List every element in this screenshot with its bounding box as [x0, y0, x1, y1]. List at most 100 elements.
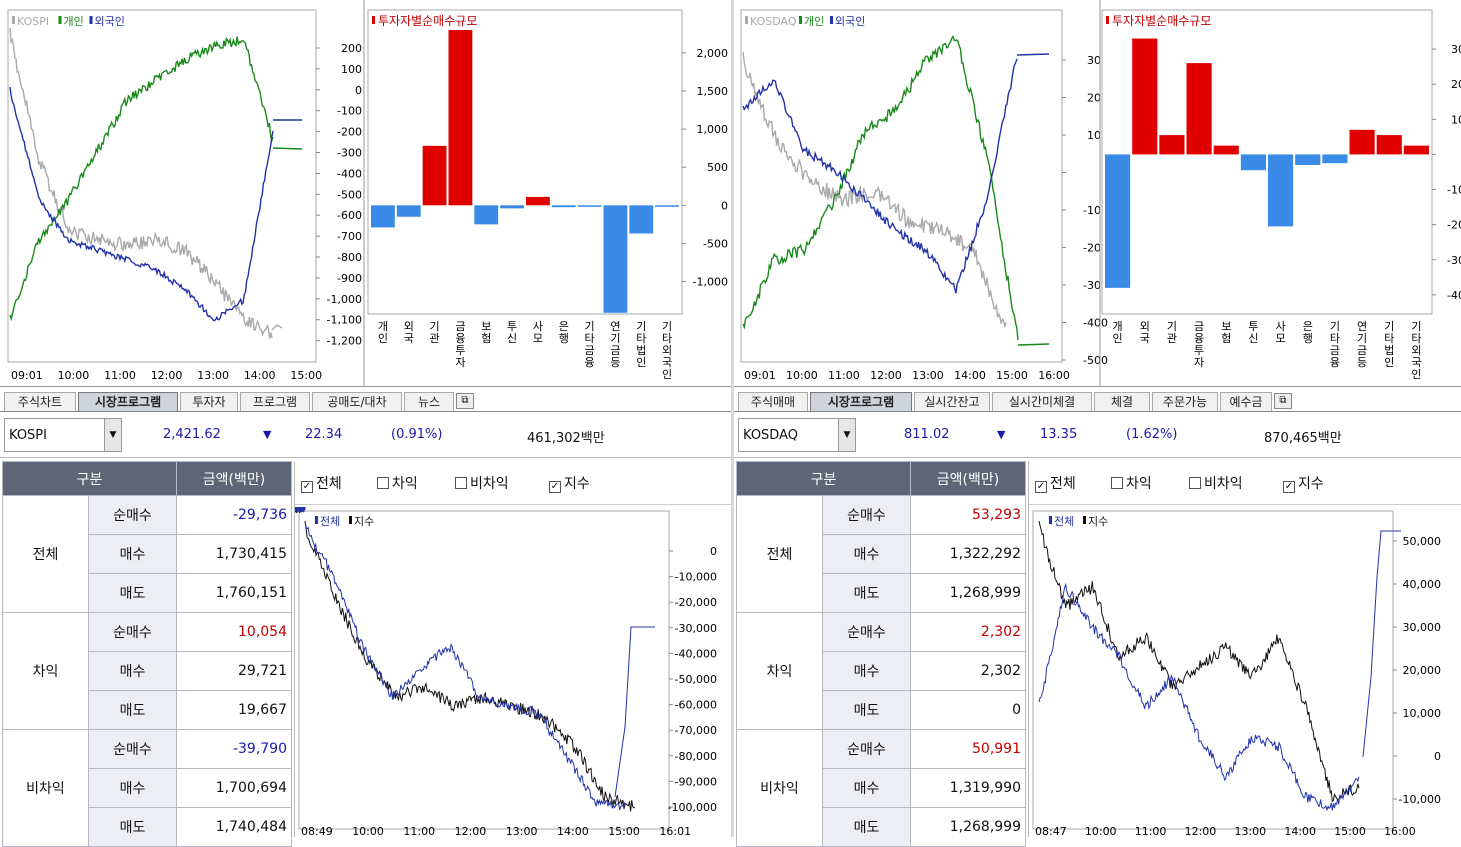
checkbox-label: 전체 — [316, 476, 342, 492]
tab-5[interactable]: 체결 — [1094, 392, 1150, 411]
checkbox-1[interactable]: ✓ 전체 — [301, 473, 342, 493]
empty-box-icon[interactable] — [377, 477, 389, 489]
chart-options: ✓ 전체 차익 비차익 ✓ 지수 — [1029, 461, 1461, 505]
index-line — [1038, 520, 1360, 803]
popout-icon[interactable]: ⧉ — [1274, 393, 1292, 409]
group-label: 차익 — [2, 612, 89, 730]
table-row: 비차익 순매수 50,991 — [736, 729, 1026, 847]
checkmark-icon[interactable]: ✓ — [549, 481, 561, 493]
tab-4[interactable]: 실시간미체결 — [992, 392, 1092, 411]
legend-label: 지수 — [354, 515, 374, 528]
y-tick-label: -400 — [337, 167, 362, 180]
kospi-quote-bar: KOSPI ▼ 2,421.62 ▼ 22.34 (0.91%) 461,302… — [0, 414, 731, 458]
y-tick-label: -1,200 — [327, 335, 362, 348]
checkbox-3[interactable]: 비차익 — [1189, 473, 1243, 493]
x-tick-label: 11:00 — [828, 369, 860, 382]
legend-marker — [830, 16, 833, 24]
table-row: 차익 순매수 10,054 — [2, 612, 292, 730]
individual-line-tail — [1017, 343, 1050, 346]
tab-3[interactable]: 실시간잔고 — [914, 392, 990, 411]
tab-3[interactable]: 투자자 — [180, 392, 238, 411]
chevron-down-icon[interactable]: ▼ — [104, 419, 121, 451]
legend-marker — [12, 16, 15, 24]
row-value: -29,736 — [176, 495, 292, 535]
kosdaq-panel: KOSDAQ 개인 외국인 300 200 100 0 -100 -200 -300 -400 -50… — [734, 0, 1461, 847]
program-chart: ✓ 전체 차익 비차익 ✓ 지수 전체 지수 0 -10,000 -20,000 -30,000 -4… — [294, 461, 731, 837]
y-tick-label: -300 — [337, 147, 362, 160]
tab-6[interactable]: 뉴스 — [404, 392, 454, 411]
legend-label: KOSDAQ — [750, 15, 797, 28]
tab-1[interactable]: 주식차트 — [4, 392, 76, 411]
trade-volume: 461,302백만 — [527, 431, 605, 446]
checkbox-4[interactable]: ✓ 지수 — [1283, 473, 1324, 493]
bar-y-tick-label: 2,000 — [697, 47, 729, 60]
y-tick-label: 200 — [341, 42, 362, 55]
tab-2[interactable]: 시장프로그램 — [810, 392, 912, 411]
bar-5 — [1213, 145, 1239, 155]
checkmark-icon[interactable]: ✓ — [1283, 481, 1295, 493]
bar-title-marker — [1106, 16, 1109, 24]
tab-6[interactable]: 주문가능 — [1152, 392, 1218, 411]
tab-2[interactable]: 시장프로그램 — [78, 392, 178, 411]
program-chart: ✓ 전체 차익 비차익 ✓ 지수 전체 지수 50,000 40,000 30,000 20,000… — [1028, 461, 1461, 837]
bar-4 — [1186, 63, 1212, 155]
row-value: 53,293 — [910, 495, 1026, 535]
legend-label: 개인 — [64, 15, 84, 28]
table-row: 매수 1,322,292 — [737, 534, 1026, 574]
legend-label: 개인 — [804, 15, 824, 28]
bar-1 — [1105, 154, 1131, 288]
y-tick-label: -100,000 — [668, 801, 717, 814]
y-tick-label: 0 — [710, 545, 717, 558]
y-tick-label: -200 — [337, 126, 362, 139]
tab-7[interactable]: 예수금 — [1220, 392, 1272, 411]
x-tick-label: 11:00 — [403, 825, 435, 837]
bar-4 — [448, 30, 473, 206]
x-tick-label: 16:00 — [1038, 369, 1070, 382]
market-select[interactable]: KOSDAQ ▼ — [738, 418, 856, 452]
checkbox-label: 전체 — [1050, 476, 1076, 492]
kospi-top-chart-area: KOSPI 개인 외국인 200 100 0 -100 -200 -300 -400 -500 -60… — [7, 0, 729, 387]
checkbox-4[interactable]: ✓ 지수 — [549, 473, 590, 493]
row-label: 매도 — [88, 573, 177, 613]
bar-12 — [655, 205, 679, 207]
market-select[interactable]: KOSPI ▼ — [4, 418, 122, 452]
change-value: 22.34 — [305, 427, 343, 442]
empty-box-icon[interactable] — [455, 477, 467, 489]
checkbox-2[interactable]: 차익 — [377, 473, 418, 493]
legend-label: 전체 — [1054, 515, 1074, 528]
legend-label: 지수 — [1088, 515, 1108, 528]
checkbox-1[interactable]: ✓ 전체 — [1035, 473, 1076, 493]
checkbox-label: 지수 — [1298, 476, 1324, 492]
index-line-tail — [271, 324, 283, 331]
x-tick-label: 11:00 — [1135, 825, 1167, 837]
down-arrow-icon: ▼ — [263, 428, 272, 441]
index-value: 2,421.62 — [163, 427, 221, 442]
checkbox-2[interactable]: 차익 — [1111, 473, 1152, 493]
x-tick-label: 10:00 — [786, 369, 818, 382]
empty-box-icon[interactable] — [1111, 477, 1123, 489]
tab-5[interactable]: 공매도/대차 — [312, 392, 402, 411]
legend-label: 전체 — [320, 515, 340, 528]
x-tick-label: 14:00 — [954, 369, 986, 382]
checkmark-icon[interactable]: ✓ — [1035, 481, 1047, 493]
popout-icon[interactable]: ⧉ — [456, 393, 474, 409]
legend-marker — [1049, 516, 1052, 524]
tab-1[interactable]: 주식매매 — [738, 392, 808, 411]
total-program-line-tail — [1362, 530, 1401, 758]
checkmark-icon[interactable]: ✓ — [301, 481, 313, 493]
tab-4[interactable]: 프로그램 — [240, 392, 310, 411]
kosdaq-investor-charts: KOSDAQ개인외국인3002001000-100-200-300-400-50… — [734, 0, 1461, 387]
panel-divider[interactable] — [731, 0, 734, 837]
chevron-down-icon[interactable]: ▼ — [838, 419, 855, 451]
x-tick-label: 14:00 — [244, 369, 276, 382]
checkbox-3[interactable]: 비차익 — [455, 473, 509, 493]
empty-box-icon[interactable] — [1189, 477, 1201, 489]
